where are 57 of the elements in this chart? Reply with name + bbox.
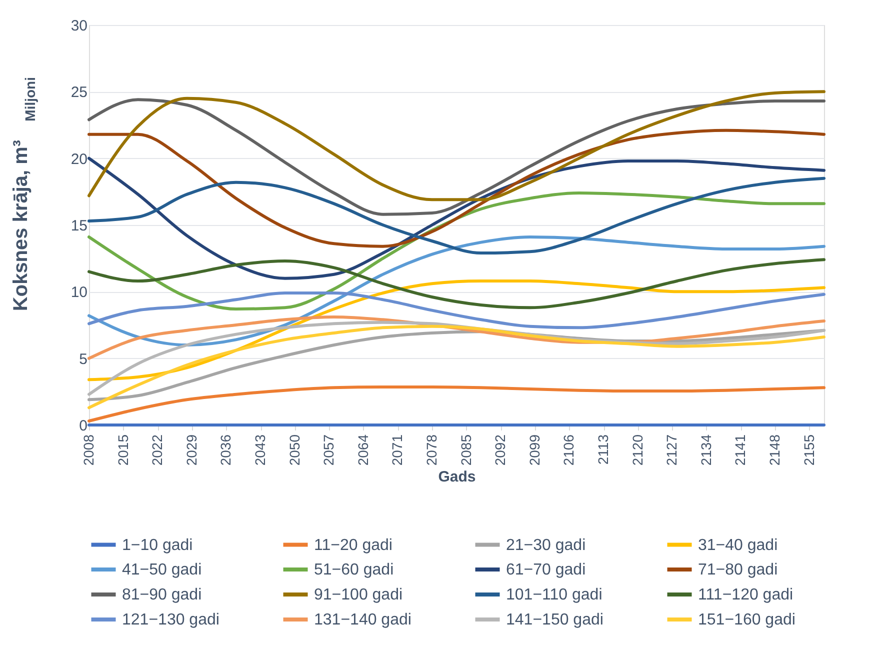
x-tick-label: 2148 — [766, 434, 782, 466]
legend-label: 1−10 gadi — [122, 536, 193, 554]
x-tick-label: 2057 — [320, 434, 337, 466]
y-tick-label: 15 — [70, 218, 88, 234]
y-tick-label: 10 — [70, 284, 88, 302]
legend-label: 41−50 gadi — [122, 562, 202, 578]
line-series — [88, 386, 826, 422]
x-tick-label: 2029 — [183, 434, 200, 466]
line-series — [88, 90, 826, 202]
x-tick-label: 2036 — [218, 434, 234, 466]
y-tick-label: 0 — [79, 418, 88, 434]
legend-label: 121−130 gadi — [122, 612, 220, 628]
y-tick-label: 5 — [79, 350, 88, 368]
legend-label: 61−70 gadi — [506, 562, 586, 578]
x-tick-label: 2050 — [286, 434, 302, 466]
x-tick-label: 2155 — [800, 434, 817, 466]
x-tick-label: 2099 — [526, 434, 542, 466]
line-series — [88, 236, 826, 346]
line-series — [88, 156, 826, 280]
x-tick-label: 2071 — [389, 434, 406, 466]
legend-label: 21−30 gadi — [506, 536, 586, 554]
x-tick-label: 2078 — [424, 434, 440, 466]
x-tick-label: 2092 — [492, 434, 508, 466]
legend-label: 131−140 gadi — [314, 612, 412, 628]
legend-label: 151−160 gadi — [698, 612, 796, 628]
x-tick-label: 2085 — [458, 434, 474, 466]
x-tick-label: 2043 — [252, 434, 268, 466]
y-tick-label: 30 — [70, 18, 88, 34]
y-tick-label: 20 — [70, 150, 88, 168]
legend-label: 81−90 gadi — [122, 586, 202, 604]
y-axis-title: Koksnes krāja, m³ — [10, 140, 32, 312]
x-tick-label: 2106 — [560, 434, 577, 466]
legend-label: 31−40 gadi — [698, 536, 778, 554]
y-tick-label: 25 — [70, 84, 88, 102]
legend-label: 141−150 gadi — [506, 612, 604, 628]
x-tick-label: 2015 — [114, 434, 131, 466]
x-tick-label: 2141 — [732, 434, 748, 466]
x-tick-label: 2113 — [595, 434, 611, 465]
line-series — [88, 258, 826, 310]
text: Miljoni — [22, 77, 38, 122]
x-tick-label: 2022 — [149, 434, 166, 466]
x-tick-label: 2008 — [80, 434, 96, 466]
x-tick-label: 2120 — [629, 434, 646, 466]
x-axis-title: Gads — [438, 468, 476, 486]
line-series — [88, 98, 826, 216]
legend-label: 51−60 gadi — [314, 562, 394, 578]
line-series — [88, 292, 826, 330]
legend-label: 101−110 gadi — [506, 586, 602, 604]
legend-label: 111−120 gadi — [698, 586, 794, 604]
legend-label: 11−20 gadi — [314, 536, 392, 554]
line-series — [88, 128, 826, 248]
line-series — [88, 176, 826, 254]
x-tick-label: 2064 — [354, 434, 371, 466]
legend-label: 91−100 gadi — [314, 586, 403, 604]
x-tick-label: 2127 — [664, 434, 680, 466]
x-tick-label: 2134 — [698, 434, 714, 466]
legend-label: 71−80 gadi — [698, 562, 778, 578]
